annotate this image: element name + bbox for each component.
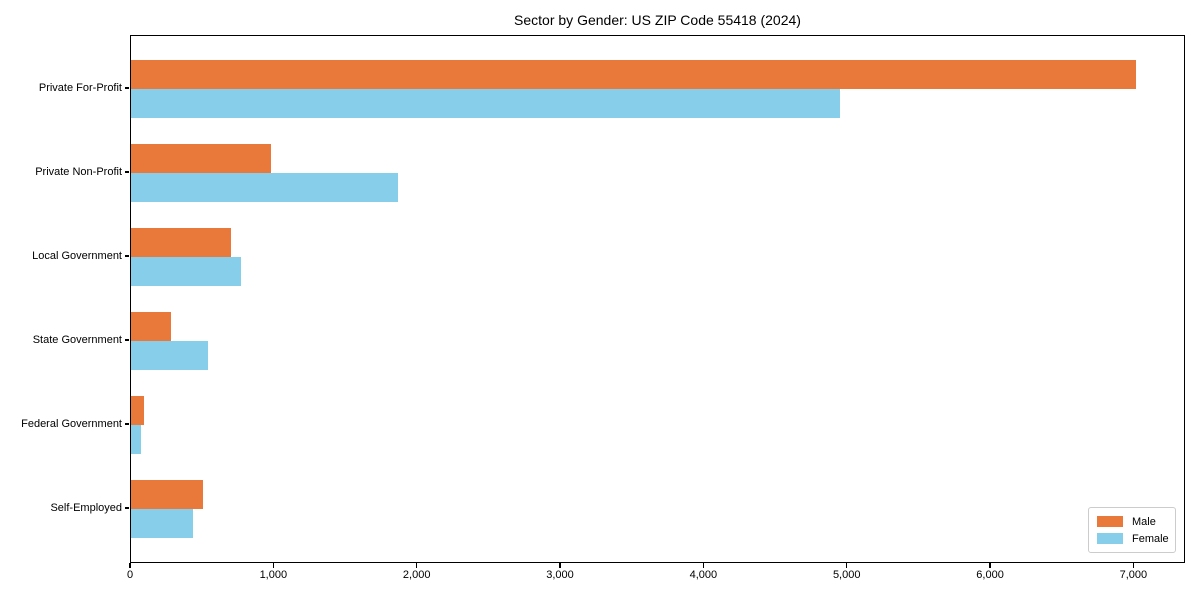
- y-tick-label-private-non-profit: Private Non-Profit: [35, 166, 122, 178]
- bar-male-state-government: [131, 312, 172, 341]
- y-tick-mark: [125, 87, 129, 89]
- y-tick-label-private-for-profit: Private For-Profit: [38, 82, 122, 94]
- x-tick-label-4-000: 4,000: [689, 569, 718, 581]
- x-tick-label-3-000: 3,000: [546, 569, 574, 581]
- x-tick-label-0: 0: [126, 569, 134, 581]
- legend: Male Female: [1088, 507, 1176, 553]
- x-tick-label-6-000: 6,000: [976, 569, 1004, 581]
- y-tick-mark: [125, 423, 129, 425]
- y-tick-mark: [125, 171, 129, 173]
- x-tick-mark: [129, 563, 131, 568]
- bar-female-private-non-profit: [131, 173, 399, 202]
- x-tick-label-7-000: 7,000: [1119, 569, 1148, 581]
- x-tick-mark: [702, 563, 705, 568]
- legend-label-female: Female: [1132, 532, 1169, 545]
- legend-swatch-male: [1097, 516, 1123, 527]
- bar-male-local-government: [131, 228, 232, 257]
- bar-male-private-non-profit: [131, 144, 271, 173]
- bar-female-federal-government: [131, 425, 141, 454]
- x-tick-mark: [559, 563, 561, 568]
- legend-swatch-female: [1097, 533, 1123, 544]
- bar-female-self-employed: [131, 509, 193, 538]
- x-tick-label-5-000: 5,000: [832, 569, 861, 581]
- y-tick-label-local-government: Local Government: [32, 250, 122, 262]
- bar-female-local-government: [131, 257, 241, 286]
- y-tick-mark: [125, 255, 129, 257]
- legend-item-male: Male: [1097, 513, 1168, 530]
- y-tick-mark: [125, 339, 129, 341]
- bar-female-private-for-profit: [131, 89, 840, 118]
- legend-label-male: Male: [1132, 515, 1156, 528]
- bar-female-state-government: [131, 341, 208, 370]
- x-tick-mark: [1132, 563, 1135, 568]
- bar-male-self-employed: [131, 480, 204, 509]
- legend-item-female: Female: [1097, 530, 1169, 547]
- x-tick-label-1-000: 1,000: [259, 569, 288, 581]
- y-tick-mark: [125, 507, 129, 509]
- chart-title: Sector by Gender: US ZIP Code 55418 (202…: [514, 12, 801, 28]
- x-tick-mark: [272, 563, 275, 568]
- x-tick-mark: [845, 563, 848, 568]
- y-tick-label-self-employed: Self-Employed: [50, 502, 122, 514]
- bar-male-federal-government: [131, 396, 144, 425]
- x-tick-mark: [989, 563, 991, 568]
- bar-male-private-for-profit: [131, 60, 1136, 89]
- x-tick-label-2-000: 2,000: [402, 569, 431, 581]
- plot-area: Male Female: [130, 35, 1185, 563]
- y-tick-label-state-government: State Government: [32, 334, 122, 346]
- y-tick-label-federal-government: Federal Government: [21, 418, 122, 430]
- x-tick-mark: [415, 563, 418, 568]
